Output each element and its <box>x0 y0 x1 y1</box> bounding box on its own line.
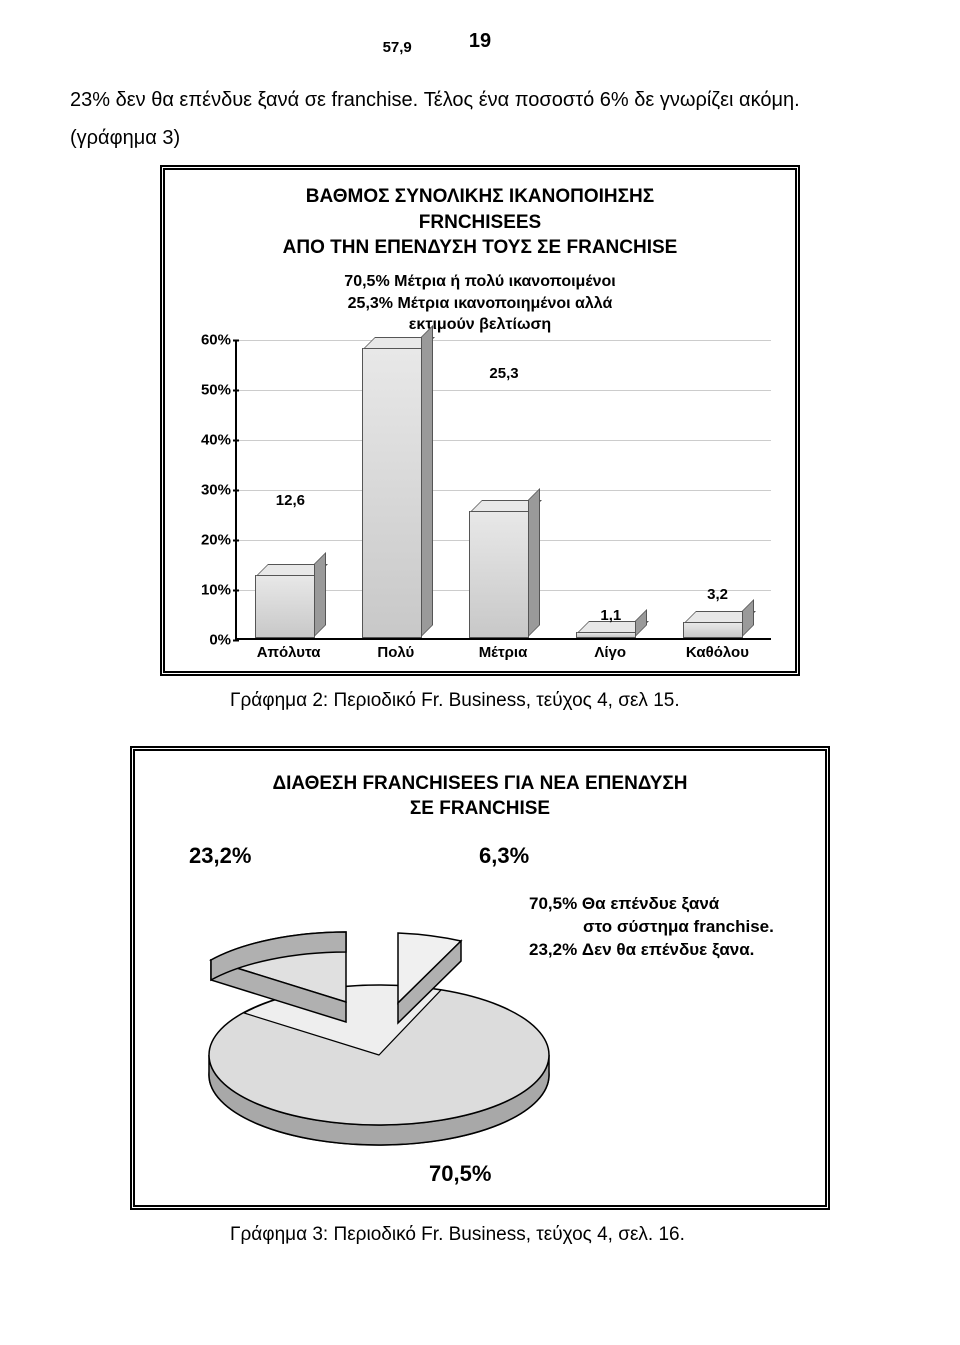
bar: 1,1 <box>576 632 646 638</box>
title-line: ΑΠΟ ΤΗΝ ΕΠΕΝΔΥΣΗ ΤΟΥΣ ΣΕ FRANCHISE <box>283 237 678 258</box>
subtitle-line: 25,3% Μέτρια ικανοποιημένοι αλλά <box>348 295 613 312</box>
ytick-label: 40% <box>183 431 231 448</box>
bar-chart-figure: ΒΑΘΜΟΣ ΣΥΝΟΛΙΚΗΣ ΙΚΑΝΟΠΟΙΗΣΗΣ FRNCHISEES… <box>160 165 800 676</box>
xtick-label: Λίγο <box>557 644 664 661</box>
bar-side-face <box>314 552 326 637</box>
pie-chart-svg <box>179 855 579 1175</box>
paragraph: 23% δεν θα επένδυε ξανά σε franchise. Τέ… <box>70 81 890 157</box>
bar-side-face <box>742 599 754 637</box>
title-line: ΣΕ FRANCHISE <box>410 798 550 819</box>
bar-value-label: 57,9 <box>362 39 432 56</box>
pie-chart-figure: ΔΙΑΘΕΣΗ FRANCHISEES ΓΙΑ ΝΕΑ ΕΠΕΝΔΥΣΗ ΣΕ … <box>130 746 830 1210</box>
bar-side-face <box>421 325 433 637</box>
page: 19 23% δεν θα επένδυε ξανά σε franchise.… <box>0 0 960 1320</box>
ytick-label: 0% <box>183 631 231 648</box>
bar-side-face <box>528 488 540 637</box>
ytick-label: 10% <box>183 581 231 598</box>
gridline <box>237 390 771 391</box>
bar-value-label: 12,6 <box>255 492 325 509</box>
ytick-label: 20% <box>183 531 231 548</box>
bar-chart-plot: 0%10%20%30%40%50%60%12,657,925,31,13,2 <box>235 340 771 640</box>
bar-chart-xlabels: ΑπόλυταΠολύΜέτριαΛίγοΚαθόλου <box>235 644 771 661</box>
bar: 3,2 <box>683 622 753 638</box>
pie-label-bottom: 70,5% <box>429 1161 491 1187</box>
subtitle-line: 70,5% Μέτρια ή πολύ ικανοποιμένοι <box>344 273 615 290</box>
gridline <box>237 490 771 491</box>
title-line: ΒΑΘΜΟΣ ΣΥΝΟΛΙΚΗΣ ΙΚΑΝΟΠΟΙΗΣΗΣ <box>306 186 654 207</box>
bar-value-label: 25,3 <box>469 365 539 382</box>
ytick-label: 30% <box>183 481 231 498</box>
gridline <box>237 340 771 341</box>
bar: 12,6 <box>255 575 325 638</box>
title-line: ΔΙΑΘΕΣΗ FRANCHISEES ΓΙΑ ΝΕΑ ΕΠΕΝΔΥΣΗ <box>272 773 687 794</box>
ytick-label: 60% <box>183 331 231 348</box>
page-number: 19 <box>70 30 890 53</box>
bar-chart-title: ΒΑΘΜΟΣ ΣΥΝΟΛΙΚΗΣ ΙΚΑΝΟΠΟΙΗΣΗΣ FRNCHISEES… <box>179 184 781 261</box>
xtick-label: Καθόλου <box>664 644 771 661</box>
xtick-label: Μέτρια <box>449 644 556 661</box>
bar-front <box>576 632 636 638</box>
ytick-label: 50% <box>183 381 231 398</box>
bar-value-label: 3,2 <box>683 586 753 603</box>
pie-chart-stage: ΔΙΑΘΕΣΗ FRANCHISEES ΓΙΑ ΝΕΑ ΕΠΕΝΔΥΣΗ ΣΕ … <box>149 765 811 1195</box>
title-line: FRNCHISEES <box>419 212 541 233</box>
bar-front <box>469 511 529 638</box>
bar-chart-subtitle: 70,5% Μέτρια ή πολύ ικανοποιμένοι 25,3% … <box>179 271 781 336</box>
gridline <box>237 440 771 441</box>
bar-front <box>362 348 422 638</box>
figure-caption-2: Γράφημα 3: Περιοδικό Fr. Business, τεύχο… <box>230 1224 890 1246</box>
bar-value-label: 1,1 <box>576 607 646 624</box>
bar: 57,9 <box>362 348 432 638</box>
xtick-label: Πολύ <box>342 644 449 661</box>
figure-caption-1: Γράφημα 2: Περιοδικό Fr. Business, τεύχο… <box>230 690 890 712</box>
bar: 25,3 <box>469 511 539 638</box>
bar-front <box>255 575 315 638</box>
bar-front <box>683 622 743 638</box>
pie-chart-title: ΔΙΑΘΕΣΗ FRANCHISEES ΓΙΑ ΝΕΑ ΕΠΕΝΔΥΣΗ ΣΕ … <box>149 765 811 840</box>
xtick-label: Απόλυτα <box>235 644 342 661</box>
